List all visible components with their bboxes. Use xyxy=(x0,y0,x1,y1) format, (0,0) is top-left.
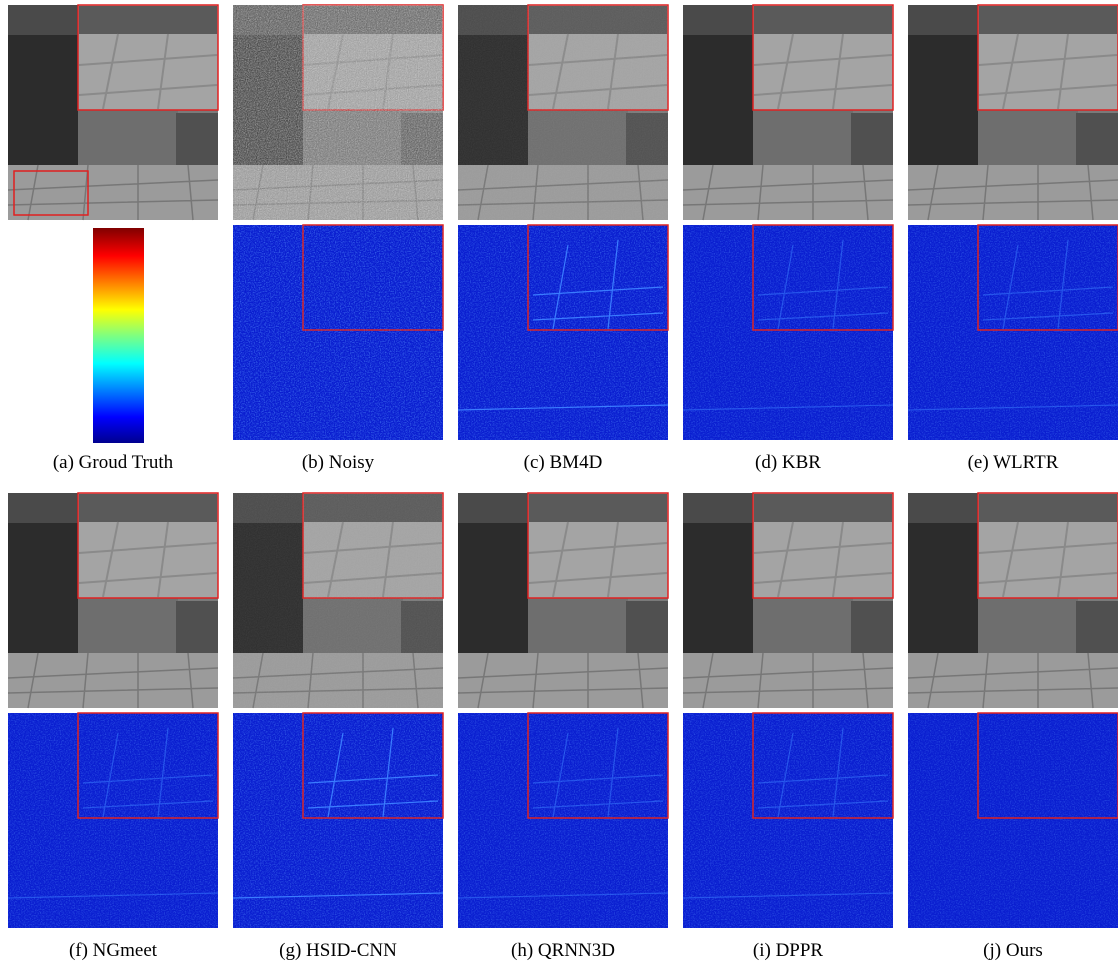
caption: (f) NGmeet xyxy=(69,940,158,961)
error-map xyxy=(233,713,443,928)
error-map xyxy=(683,225,893,440)
error-map xyxy=(683,713,893,928)
error-map xyxy=(908,225,1118,440)
error-map xyxy=(233,225,443,440)
panel: (j) Ours xyxy=(908,493,1118,961)
restored-image xyxy=(908,5,1118,220)
scene xyxy=(458,493,668,708)
panel: (g) HSID-CNN xyxy=(233,493,443,961)
figure: (a) Groud Truth (b) Noisy (c) BM4D (d) KBR (… xyxy=(0,0,1118,971)
caption: (g) HSID-CNN xyxy=(279,940,397,961)
restored-image xyxy=(233,5,443,220)
caption: (b) Noisy xyxy=(302,452,375,473)
restored-image xyxy=(233,493,443,708)
panel: (i) DPPR xyxy=(683,493,893,961)
noise-overlay xyxy=(458,5,668,220)
scene xyxy=(908,493,1118,708)
restored-image xyxy=(458,493,668,708)
panel: (a) Groud Truth xyxy=(8,5,218,473)
error-map xyxy=(93,228,144,443)
noise-overlay xyxy=(233,5,443,220)
error-map xyxy=(908,713,1118,928)
caption: (a) Groud Truth xyxy=(53,452,174,473)
scene xyxy=(8,493,218,708)
restored-image xyxy=(908,493,1118,708)
error-overlay xyxy=(908,713,1118,928)
caption: (j) Ours xyxy=(983,940,1043,961)
scene xyxy=(908,5,1118,220)
noise-overlay xyxy=(233,493,443,708)
caption: (d) KBR xyxy=(755,452,821,473)
panel: (h) QRNN3D xyxy=(458,493,668,961)
error-map xyxy=(458,225,668,440)
panel: (c) BM4D xyxy=(458,5,668,473)
restored-image xyxy=(8,493,218,708)
panel: (b) Noisy xyxy=(233,5,443,473)
panel: (f) NGmeet xyxy=(8,493,218,961)
scene xyxy=(683,5,893,220)
error-map xyxy=(458,713,668,928)
error-overlay xyxy=(233,225,443,440)
caption: (e) WLRTR xyxy=(968,452,1059,473)
panel: (e) WLRTR xyxy=(908,5,1118,473)
restored-image xyxy=(458,5,668,220)
colorbar xyxy=(93,228,144,443)
restored-image xyxy=(683,5,893,220)
scene xyxy=(683,493,893,708)
restored-image xyxy=(8,5,218,220)
scene xyxy=(8,5,218,220)
error-map xyxy=(8,713,218,928)
caption: (h) QRNN3D xyxy=(511,940,615,961)
restored-image xyxy=(683,493,893,708)
caption: (i) DPPR xyxy=(753,940,824,961)
caption: (c) BM4D xyxy=(524,452,603,473)
panel: (d) KBR xyxy=(683,5,893,473)
